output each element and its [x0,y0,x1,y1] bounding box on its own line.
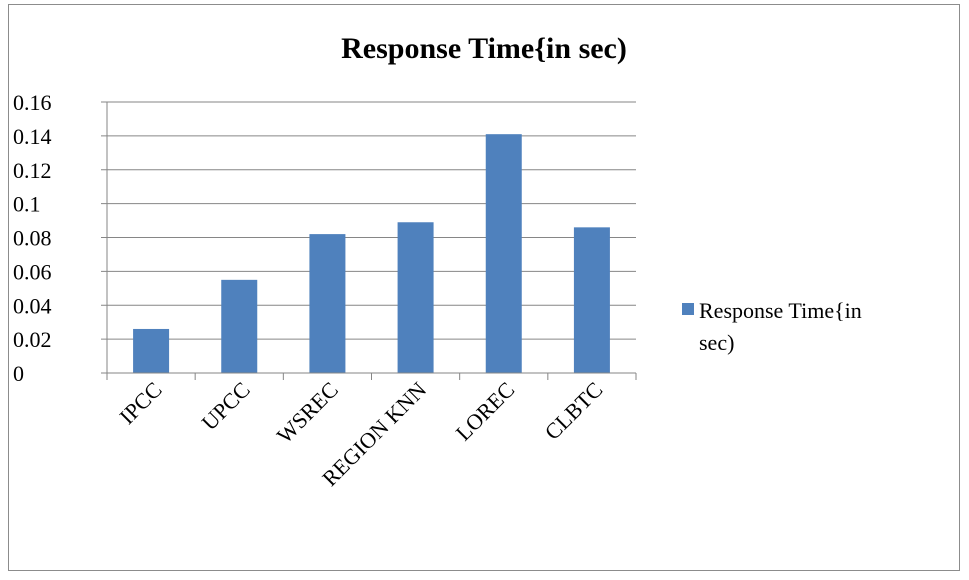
bars [133,134,610,373]
y-tick-label: 0.1 [13,192,41,217]
x-category-label: LOREC [451,377,520,446]
y-tick-label: 0 [13,361,24,386]
y-tick-label: 0.04 [13,293,52,318]
chart-title: Response Time{in sec) [341,32,627,65]
x-category-label: UPCC [196,377,254,435]
y-tick-label: 0.14 [13,124,52,149]
y-tick-label: 0.12 [13,158,52,183]
legend-label-line-2: sec) [699,330,734,355]
bar [133,328,170,373]
x-category-label: CLBTC [540,377,608,445]
y-tick-label: 0.02 [13,327,52,352]
bar [573,227,610,373]
chart-frame [8,4,960,571]
bar [221,279,258,373]
y-tick-label: 0.08 [13,226,52,251]
gridlines [107,101,636,340]
y-tick-label: 0.16 [13,90,52,115]
bar [309,234,346,373]
legend: Response Time{in sec) [682,298,862,355]
y-axis: 0 0.02 0.04 0.06 0.08 0.1 0.12 0.14 0.16 [13,90,108,386]
y-tick-label: 0.06 [13,259,52,284]
legend-swatch [682,303,694,315]
x-category-label: IPCC [114,377,166,429]
x-category-label: WSREC [272,377,343,448]
bar [485,134,522,373]
legend-label-line-1: Response Time{in [699,298,862,323]
bar [397,222,434,373]
